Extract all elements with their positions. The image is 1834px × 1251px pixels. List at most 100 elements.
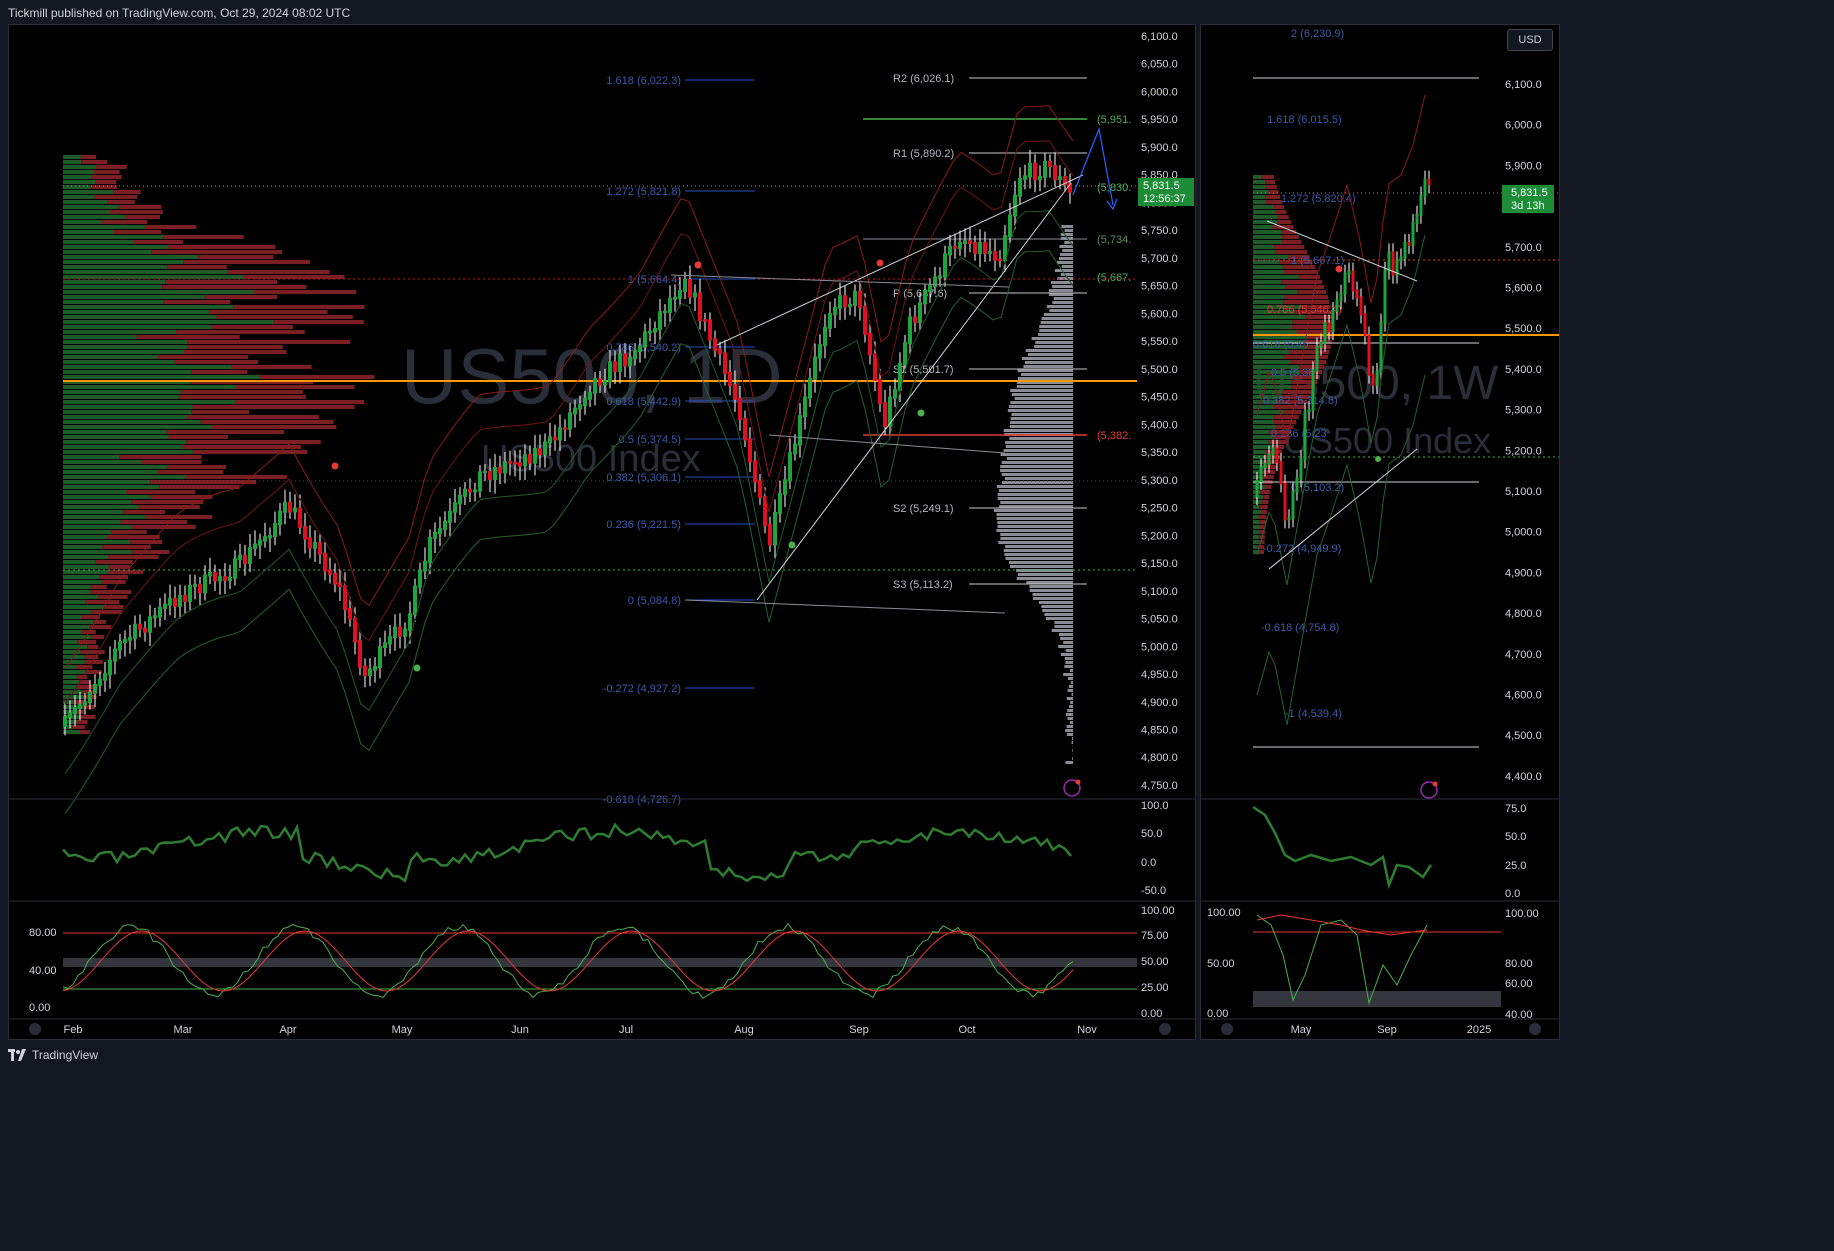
volume-profile-right — [1064, 657, 1073, 660]
volume-profile-buy — [1253, 450, 1267, 454]
fib-label: 0.618 (5,45 — [1253, 339, 1309, 351]
candle-body — [973, 241, 977, 254]
volume-profile-sell — [151, 250, 283, 254]
price-axis-label: 6,100.0 — [1141, 31, 1178, 43]
candle-body — [918, 302, 922, 323]
volume-profile-right — [1048, 289, 1073, 292]
fib-label: -0.272 (4,927.2) — [603, 683, 681, 695]
candle-body — [793, 443, 797, 455]
price-axis-label: 4,800.0 — [1505, 608, 1542, 620]
volume-profile-sell — [1261, 500, 1269, 504]
candle-body — [1415, 213, 1419, 225]
candle-body — [188, 585, 192, 602]
volume-profile-buy — [63, 500, 132, 504]
candle-body — [498, 467, 502, 474]
volume-profile-right — [1060, 233, 1073, 236]
candle-body — [1327, 322, 1331, 333]
fib-label: 0 (5,084.8) — [628, 595, 681, 607]
candle-body — [503, 461, 507, 474]
volume-profile-buy — [63, 415, 188, 419]
candle-body — [808, 377, 812, 399]
signal-dot — [1375, 456, 1381, 462]
volume-profile-sell — [184, 350, 287, 354]
volume-profile-buy — [63, 515, 145, 519]
volume-profile-buy — [63, 480, 151, 484]
candle-body — [1355, 289, 1359, 299]
volume-profile-sell — [138, 505, 200, 509]
volume-profile-buy — [1253, 190, 1269, 194]
volume-profile-sell — [1290, 360, 1327, 364]
volume-profile-right — [1050, 281, 1073, 284]
last-price-tag — [1502, 185, 1554, 213]
price-axis-label: 6,000.0 — [1141, 86, 1178, 98]
pivot-label: R2 (6,026.1) — [893, 73, 954, 85]
volume-profile-buy — [63, 705, 84, 709]
candle-body — [1395, 259, 1399, 276]
candle-body — [783, 479, 787, 495]
volume-profile-buy — [1253, 295, 1285, 299]
volume-profile-right — [1000, 469, 1073, 472]
volume-profile-right — [1066, 733, 1073, 736]
candle-body — [138, 623, 142, 630]
price-axis-label: 5,200.0 — [1141, 530, 1178, 542]
candle-body — [63, 716, 67, 727]
fib-label: -0.618 (4,754.8) — [1261, 622, 1339, 634]
candle-body — [758, 480, 762, 499]
candle-body — [103, 673, 107, 681]
osc2-axis-label: 40.00 — [1505, 1009, 1533, 1021]
volume-profile-buy — [63, 640, 78, 644]
fib-label: -0.618 (4,726.7) — [603, 794, 681, 806]
volume-profile-sell — [1279, 260, 1313, 264]
candle-body — [228, 576, 232, 581]
candle-body — [678, 289, 682, 299]
volume-profile-right — [1009, 425, 1073, 428]
price-axis-label: 5,600.0 — [1505, 283, 1542, 295]
volume-profile-buy — [63, 565, 109, 569]
candle-body — [763, 496, 767, 526]
volume-profile-right — [1070, 701, 1073, 704]
price-axis-label: 4,700.0 — [1505, 649, 1542, 661]
candle-body — [378, 646, 382, 668]
candle-body — [313, 542, 317, 549]
volume-profile-right — [1010, 389, 1073, 392]
currency-button[interactable]: USD — [1507, 29, 1553, 51]
candle-body — [848, 303, 852, 308]
volume-profile-sell — [107, 200, 135, 204]
volume-profile-buy — [63, 325, 211, 329]
osc2-k-line — [62, 922, 1074, 999]
volume-profile-sell — [1301, 305, 1331, 309]
candle-body — [753, 460, 757, 483]
volume-profile-sell — [99, 575, 129, 579]
candle-body — [798, 415, 802, 446]
candle-body — [443, 520, 447, 531]
price-axis-label: 4,950.0 — [1141, 669, 1178, 681]
volume-profile-right — [1065, 649, 1073, 652]
tradingview-logo[interactable]: TradingView — [8, 1048, 98, 1062]
daily-chart-pane[interactable]: US500, 1D US500 Index 1.618 (6,022.3) 1.272… — [8, 24, 1196, 1040]
candle-body — [728, 371, 732, 387]
candle-body — [233, 558, 237, 579]
volume-profile-right — [1064, 241, 1073, 244]
volume-profile-sell — [93, 620, 107, 624]
volume-profile-buy — [1253, 530, 1259, 534]
candle-body — [1048, 160, 1052, 168]
weekly-chart-pane[interactable]: US500, 1W US500 Index 2 (6,230.9) 1.618 (6,… — [1200, 24, 1560, 1040]
volume-profile-right — [1011, 393, 1073, 396]
volume-profile-right — [997, 493, 1073, 496]
lower-band — [64, 250, 1074, 815]
volume-profile-sell — [1273, 205, 1285, 209]
volume-profile-sell — [1260, 550, 1265, 554]
volume-profile-right — [1007, 409, 1073, 412]
volume-profile-right — [1001, 481, 1073, 484]
volume-profile-sell — [1292, 325, 1333, 329]
volume-profile-sell — [131, 525, 196, 529]
candle-body — [373, 665, 377, 671]
volume-profile-sell — [84, 655, 99, 659]
volume-profile-sell — [168, 435, 229, 439]
price-axis-label: 5,300.0 — [1505, 405, 1542, 417]
volume-profile-buy — [63, 260, 184, 264]
volume-profile-sell — [1283, 265, 1315, 269]
volume-profile-buy — [1253, 485, 1265, 489]
